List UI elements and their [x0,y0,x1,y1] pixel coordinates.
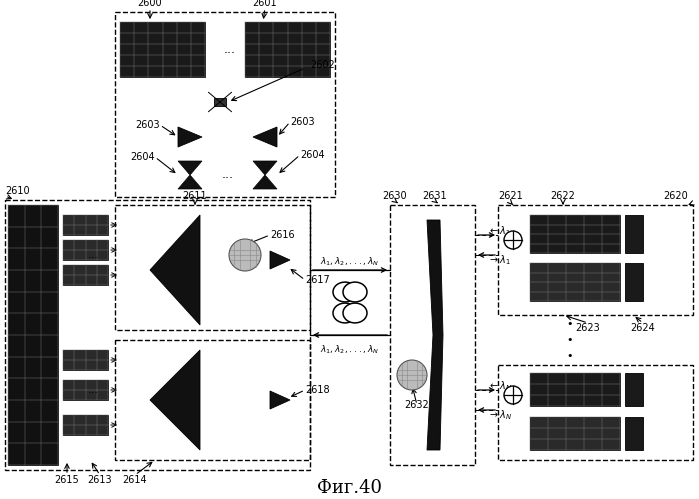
Bar [115,205,310,330]
Text: $\lambda_1, \lambda_2,...,\lambda_N$: $\lambda_1, \lambda_2,...,\lambda_N$ [320,256,380,268]
Circle shape [504,231,522,249]
Polygon shape [150,215,200,325]
Polygon shape [178,161,202,175]
Text: 2603: 2603 [290,117,315,127]
Polygon shape [427,220,443,450]
Bar [530,417,620,450]
Text: $\leftarrow\lambda_N$: $\leftarrow\lambda_N$ [488,379,512,393]
Bar [390,205,475,465]
Bar [63,240,108,260]
Text: 2623: 2623 [575,323,600,333]
Text: 2603: 2603 [136,120,160,130]
Text: 2616: 2616 [270,230,294,240]
Bar [63,380,108,400]
Bar [63,265,108,285]
Bar [115,12,335,197]
Text: 2622: 2622 [551,191,575,201]
Text: 2632: 2632 [405,400,429,410]
Text: 2614: 2614 [123,475,147,485]
Text: $\rightarrow\lambda_N$: $\rightarrow\lambda_N$ [488,408,512,422]
Text: Фиг.40: Фиг.40 [317,479,382,497]
Ellipse shape [333,303,357,323]
Text: 2617: 2617 [305,275,330,285]
Ellipse shape [343,303,367,323]
Bar [63,215,108,235]
Ellipse shape [333,282,357,302]
Text: 2611: 2611 [182,191,208,201]
Bar [214,98,226,106]
Polygon shape [150,350,200,450]
Text: 2610: 2610 [5,186,29,196]
Text: 2601: 2601 [252,0,278,8]
Text: 2615: 2615 [55,475,80,485]
Polygon shape [178,175,202,189]
Bar [530,373,620,406]
Text: 2618: 2618 [305,385,330,395]
Circle shape [504,386,522,404]
Polygon shape [270,391,290,409]
Polygon shape [253,175,277,189]
Bar [625,263,643,301]
Ellipse shape [343,282,367,302]
Text: ...: ... [87,250,99,260]
Bar [5,200,310,470]
Text: 2621: 2621 [498,191,524,201]
Text: $\rightarrow\lambda_1$: $\rightarrow\lambda_1$ [489,253,512,267]
Bar [530,263,620,301]
Bar [63,415,108,435]
Text: 2602: 2602 [310,60,335,70]
Text: 2604: 2604 [131,152,155,162]
Text: ...: ... [222,169,234,182]
Polygon shape [270,251,290,269]
Polygon shape [253,127,277,147]
Text: $\leftarrow\lambda_1$: $\leftarrow\lambda_1$ [489,224,512,238]
Text: ...: ... [87,385,99,395]
Text: ...: ... [224,42,236,55]
Circle shape [229,239,261,271]
Bar [625,215,643,253]
Bar [115,340,310,460]
Bar [63,350,108,370]
Bar [245,22,330,77]
Polygon shape [178,127,202,147]
Polygon shape [253,161,277,175]
Bar [498,205,693,315]
Text: 2600: 2600 [138,0,162,8]
Bar [498,365,693,460]
Text: 2624: 2624 [630,323,656,333]
Bar [8,205,58,465]
Bar [120,22,205,77]
Text: 2613: 2613 [87,475,113,485]
Bar [530,215,620,253]
Text: $\lambda_1, \lambda_2,...,\lambda_N$: $\lambda_1, \lambda_2,...,\lambda_N$ [320,344,380,356]
Text: 2620: 2620 [663,191,688,201]
Bar [625,373,643,406]
Text: 2604: 2604 [300,150,324,160]
Text: 2630: 2630 [382,191,408,201]
Bar [625,417,643,450]
Text: •
•
•: • • • [567,318,573,361]
Circle shape [397,360,427,390]
Text: 2612: 2612 [0,330,1,340]
Text: 2631: 2631 [423,191,447,201]
